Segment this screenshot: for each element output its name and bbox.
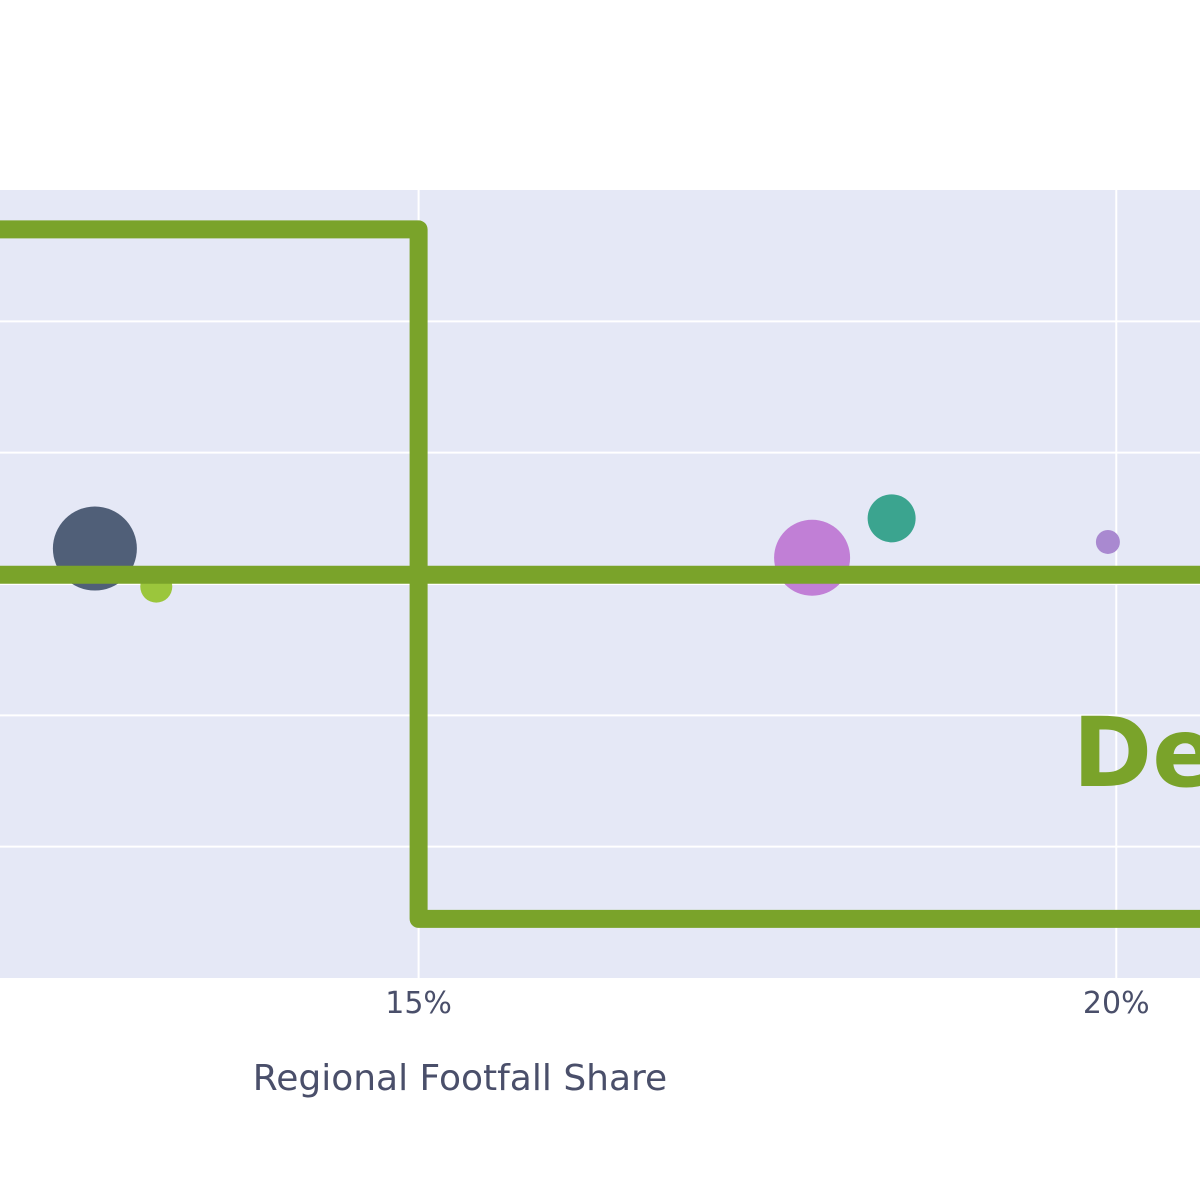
x-axis-title: Regional Footfall Share (253, 1058, 667, 1099)
quadrant-label: Def (1072, 697, 1200, 809)
x-tick-label-0: 15% (385, 986, 452, 1021)
tick-labels: 15% 20% (385, 986, 1149, 1021)
data-point-2 (774, 519, 851, 596)
x-tick-label-1: 20% (1083, 986, 1150, 1021)
data-point-3 (867, 494, 916, 543)
data-points (0, 494, 1200, 603)
data-point-4 (1095, 529, 1120, 554)
